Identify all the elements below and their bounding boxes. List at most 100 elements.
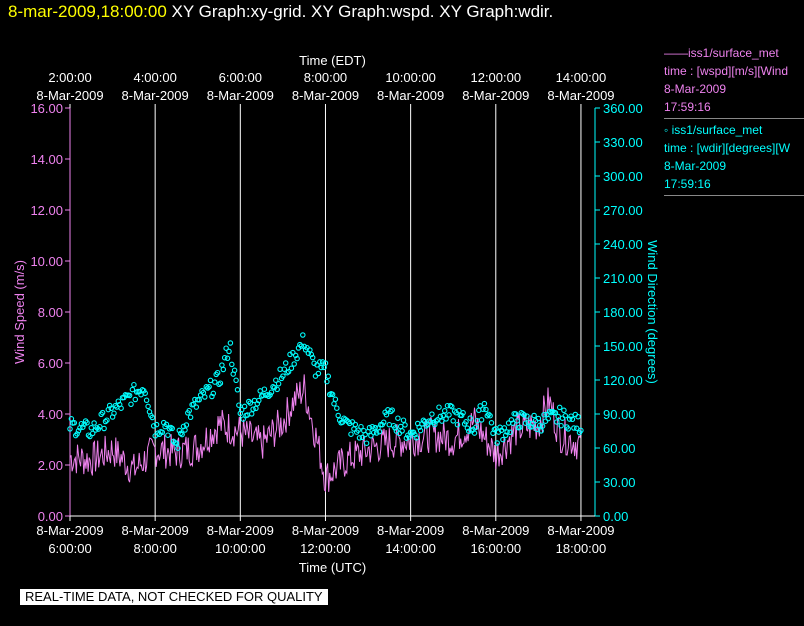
- left-axis-title: Wind Speed (m/s): [12, 260, 27, 364]
- legend-dir-date: 8-Mar-2009: [664, 159, 727, 173]
- top-axis-title: Time (EDT): [299, 53, 366, 68]
- wind-direction-point: [183, 422, 190, 428]
- wind-direction-point: [507, 429, 513, 436]
- wind-direction-point: [388, 408, 394, 415]
- wind-direction-point: [541, 411, 547, 418]
- wind-direction-point: [233, 377, 239, 384]
- wind-direction-point: [229, 361, 235, 368]
- wind-direction-point: [224, 355, 231, 362]
- wind-direction-point: [437, 413, 444, 420]
- wind-direction-point: [406, 434, 412, 440]
- wind-direction-point: [433, 418, 439, 424]
- wind-direction-point: [413, 435, 420, 441]
- series-layer: [67, 332, 584, 493]
- legend-speed-name: ——iss1/surface_met: [664, 46, 779, 60]
- top-tick-date: 8-Mar-2009: [207, 88, 274, 103]
- axis-labels: 0.00 2.00 4.00 6.00 8.00 10.00 12.00 14.00 16.00…: [12, 53, 660, 575]
- wind-direction-point: [542, 418, 549, 424]
- wind-direction-point: [395, 415, 401, 421]
- wind-direction-point: [397, 423, 404, 430]
- right-tick-label: 0.00: [603, 509, 628, 524]
- bottom-tick-date: 8-Mar-2009: [292, 523, 359, 538]
- legend-wind-speed: ——iss1/surface_met time : [wspd][m/s][Wi…: [664, 44, 804, 119]
- wind-direction-point: [439, 418, 445, 424]
- wind-direction-point: [569, 416, 576, 423]
- title-graph-list: XY Graph:xy-grid. XY Graph:wspd. XY Grap…: [171, 2, 554, 21]
- wind-direction-point: [74, 431, 80, 437]
- wind-direction-point: [529, 420, 536, 427]
- wind-direction-point: [99, 409, 106, 416]
- wind-direction-point: [372, 424, 378, 431]
- wind-direction-point: [368, 432, 374, 439]
- top-tick-date: 8-Mar-2009: [122, 88, 189, 103]
- top-tick-date: 8-Mar-2009: [377, 88, 444, 103]
- wind-direction-point: [427, 419, 434, 425]
- wind-direction-point: [288, 365, 295, 372]
- top-tick-date: 8-Mar-2009: [462, 88, 529, 103]
- right-tick-label: 240.00: [603, 237, 643, 252]
- window-title: 8-mar-2009,18:00:00 XY Graph:xy-grid. XY…: [8, 2, 553, 22]
- wind-direction-point: [478, 417, 485, 423]
- wind-direction-point: [292, 352, 299, 359]
- wind-direction-point: [71, 420, 78, 426]
- wind-direction-point: [460, 410, 466, 416]
- wind-direction-point: [429, 411, 435, 417]
- wind-direction-point: [370, 429, 377, 436]
- right-tick-label: 270.00: [603, 203, 643, 218]
- wind-direction-point: [220, 366, 227, 373]
- wind-direction-point: [231, 367, 238, 374]
- wind-direction-point: [256, 397, 262, 404]
- legend-speed-variable: time : [wspd][m/s][Wind: [664, 64, 789, 78]
- right-tick-label: 30.00: [603, 475, 636, 490]
- wind-direction-point: [108, 405, 114, 412]
- wind-direction-point: [480, 406, 486, 412]
- wind-direction-point: [202, 394, 208, 400]
- wind-direction-point: [281, 366, 288, 372]
- wind-direction-point: [282, 360, 289, 366]
- wind-direction-point: [537, 422, 543, 429]
- wind-direction-point: [298, 343, 305, 349]
- wind-direction-point: [290, 349, 296, 356]
- bottom-tick-time: 16:00:00: [470, 541, 521, 556]
- right-tick-label: 330.00: [603, 135, 643, 150]
- wind-direction-point: [359, 434, 366, 441]
- wind-direction-point: [402, 422, 408, 428]
- left-tick-label: 6.00: [38, 356, 63, 371]
- wind-direction-point: [504, 429, 510, 435]
- wind-direction-point: [565, 426, 571, 432]
- wind-direction-point: [261, 386, 268, 392]
- top-tick-date: 8-Mar-2009: [36, 88, 103, 103]
- wind-direction-point: [467, 415, 473, 421]
- wind-direction-point: [91, 420, 97, 426]
- wind-direction-point: [362, 431, 368, 438]
- wind-direction-point: [494, 440, 500, 446]
- right-tick-label: 300.00: [603, 169, 643, 184]
- right-tick-label: 360.00: [603, 101, 643, 116]
- wind-direction-point: [420, 417, 427, 424]
- wind-direction-point: [75, 428, 82, 434]
- wind-direction-point: [561, 407, 567, 414]
- bottom-axis-title: Time (UTC): [299, 560, 366, 575]
- wind-direction-point: [450, 418, 456, 424]
- bottom-tick-date: 8-Mar-2009: [462, 523, 529, 538]
- wind-direction-point: [578, 427, 584, 434]
- bottom-tick-date: 8-Mar-2009: [36, 523, 103, 538]
- right-tick-label: 120.00: [603, 373, 643, 388]
- wind-direction-point: [223, 345, 229, 351]
- legend-speed-time: 17:59:16: [664, 100, 711, 114]
- wind-direction-point: [440, 412, 447, 419]
- axes: [65, 104, 600, 521]
- wind-direction-point: [128, 401, 134, 408]
- wind-speed-line: [69, 374, 582, 493]
- wind-direction-point: [500, 436, 506, 443]
- wind-direction-point: [355, 427, 361, 433]
- wind-direction-point: [111, 410, 117, 417]
- right-tick-label: 150.00: [603, 339, 643, 354]
- wind-direction-point: [142, 390, 148, 396]
- wind-direction-point: [149, 414, 156, 421]
- wind-direction-point: [214, 369, 221, 376]
- wind-direction-point: [514, 418, 520, 424]
- wind-direction-point: [209, 393, 215, 400]
- wind-direction-point: [535, 415, 542, 422]
- wind-direction-point: [177, 430, 184, 437]
